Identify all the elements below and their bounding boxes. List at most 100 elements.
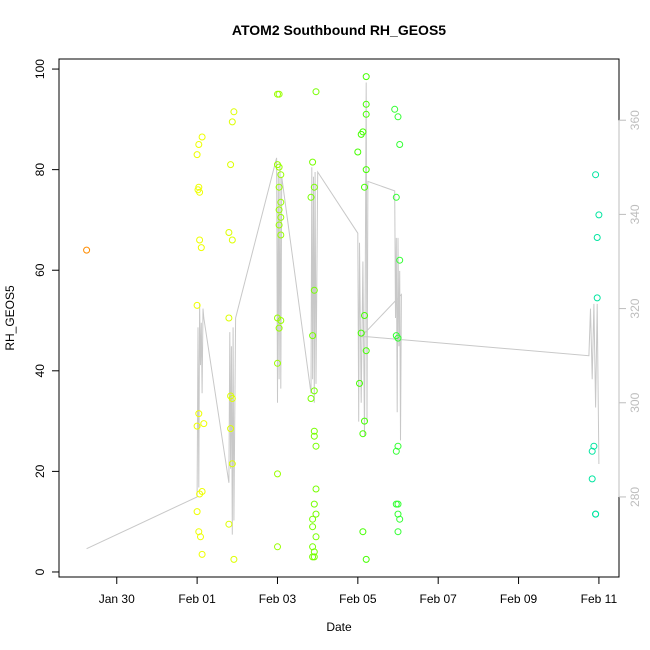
data-point xyxy=(391,105,399,113)
data-point xyxy=(310,553,318,561)
x-tick-label: Feb 01 xyxy=(178,592,216,606)
data-point xyxy=(362,555,370,563)
data-point xyxy=(227,425,235,433)
data-point xyxy=(396,515,404,523)
data-point xyxy=(275,163,283,171)
y-tick-label: 20 xyxy=(33,464,47,478)
data-point xyxy=(593,294,601,302)
data-point xyxy=(396,141,404,148)
data-point xyxy=(310,427,318,435)
data-point xyxy=(361,183,368,191)
x-tick-label: Feb 07 xyxy=(420,592,458,606)
data-point xyxy=(310,286,318,294)
right-y-tick-label: 300 xyxy=(628,392,642,412)
data-point xyxy=(277,198,285,206)
data-point xyxy=(193,151,201,159)
x-tick-label: Feb 09 xyxy=(500,592,538,606)
data-point xyxy=(354,148,362,156)
y-tick-label: 0 xyxy=(33,568,47,575)
data-point xyxy=(275,183,283,191)
x-axis: Jan 30 Feb 01 Feb 03 Feb 05 Feb 07 Feb 09 Feb … xyxy=(99,576,618,606)
x-tick-label: Jan 30 xyxy=(99,592,135,606)
data-point xyxy=(275,221,283,229)
data-point xyxy=(394,442,402,450)
data-point xyxy=(396,256,404,264)
data-point xyxy=(195,410,203,418)
data-point xyxy=(362,73,370,81)
data-point xyxy=(195,183,203,191)
data-point xyxy=(357,329,365,337)
data-point xyxy=(361,312,368,319)
data-point xyxy=(357,130,365,138)
data-point xyxy=(362,166,370,174)
data-point xyxy=(277,317,285,324)
data-point xyxy=(228,236,236,244)
data-point xyxy=(225,314,233,322)
data-point xyxy=(197,533,204,541)
data-point xyxy=(274,359,281,367)
data-point xyxy=(362,110,370,118)
data-point xyxy=(362,100,370,108)
data-point xyxy=(198,488,206,495)
data-point xyxy=(228,460,236,468)
trace-line-layer xyxy=(86,82,600,550)
data-point xyxy=(193,508,201,516)
data-point xyxy=(275,206,283,214)
data-point xyxy=(312,442,320,450)
data-point xyxy=(310,387,318,395)
data-point xyxy=(312,533,320,541)
data-point xyxy=(200,420,208,428)
data-point xyxy=(309,158,317,166)
data-point xyxy=(230,108,238,116)
data-point xyxy=(310,500,318,508)
data-point xyxy=(592,510,600,518)
data-point xyxy=(83,246,91,254)
data-point xyxy=(230,555,238,563)
data-point xyxy=(277,171,285,179)
x-tick-label: Feb 03 xyxy=(259,592,297,606)
data-point xyxy=(307,395,315,402)
data-point xyxy=(228,395,236,402)
data-point xyxy=(394,528,402,536)
data-point xyxy=(362,347,370,355)
data-point xyxy=(225,520,233,528)
data-point xyxy=(309,515,317,523)
data-point xyxy=(312,485,320,493)
plot-frame xyxy=(58,58,620,578)
right-y-axis: 280 300 320 340 360 xyxy=(618,110,642,507)
data-point xyxy=(198,133,206,141)
trace-line xyxy=(86,82,600,550)
data-point xyxy=(310,548,318,556)
data-point xyxy=(195,141,203,148)
data-point xyxy=(307,193,315,201)
data-point xyxy=(359,430,367,438)
data-point xyxy=(392,193,400,201)
data-point xyxy=(193,301,201,309)
data-point xyxy=(197,244,205,252)
x-axis-label: Date xyxy=(326,620,352,634)
data-point xyxy=(394,113,402,121)
x-tick-label: Feb 11 xyxy=(581,592,618,606)
data-point xyxy=(277,231,285,239)
data-point xyxy=(588,447,596,455)
data-point xyxy=(361,417,368,425)
data-point xyxy=(592,171,600,179)
data-point xyxy=(228,118,236,126)
chart-title: ATOM2 Southbound RH_GEOS5 xyxy=(232,22,446,38)
data-point xyxy=(274,543,281,551)
data-point xyxy=(588,475,596,483)
y-tick-label: 100 xyxy=(33,59,47,79)
data-point xyxy=(593,234,601,241)
right-y-tick-label: 280 xyxy=(628,487,642,507)
data-point xyxy=(312,510,320,518)
data-point xyxy=(196,188,204,196)
y-tick-label: 40 xyxy=(33,364,47,378)
right-y-tick-label: 340 xyxy=(628,204,642,224)
data-point xyxy=(356,379,363,387)
data-point xyxy=(312,88,320,96)
data-point xyxy=(394,500,402,508)
data-point xyxy=(227,161,235,169)
data-point xyxy=(198,550,206,558)
right-y-tick-label: 320 xyxy=(628,298,642,318)
